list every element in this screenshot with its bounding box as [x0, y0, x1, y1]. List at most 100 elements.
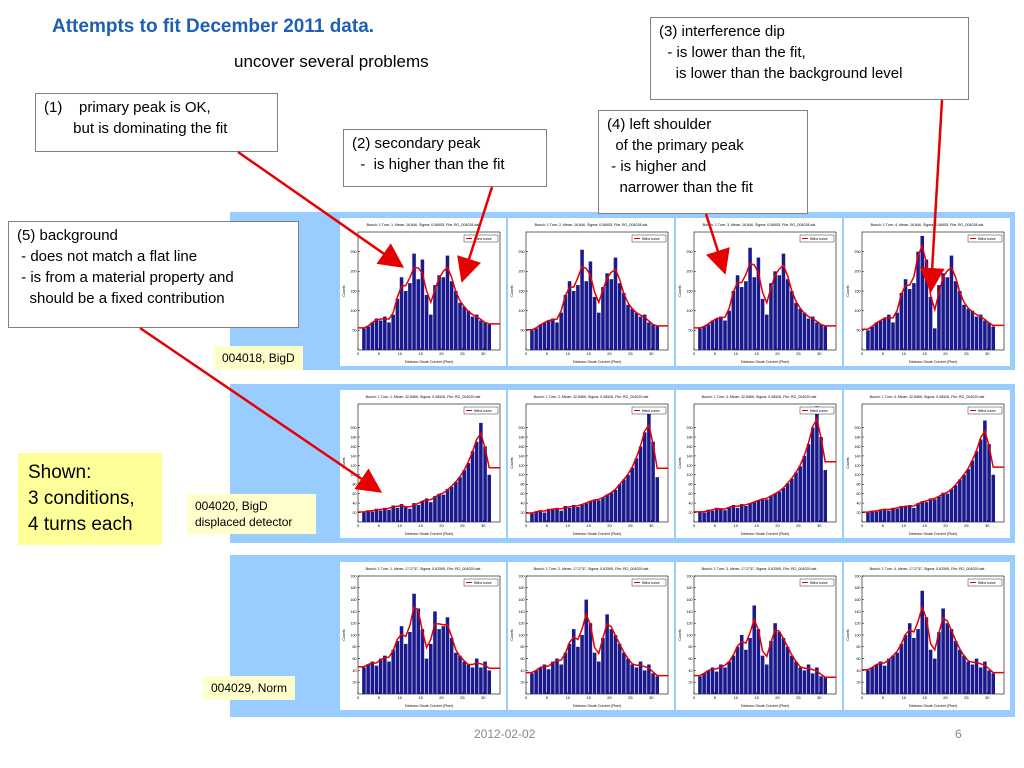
histogram-bar [383, 316, 387, 350]
histogram-bar [399, 277, 404, 350]
histogram-bar [588, 501, 593, 522]
fit-curve [862, 429, 1004, 513]
histogram-bar [727, 310, 731, 350]
plot-legend [631, 578, 667, 587]
y-tick-label: 100 [519, 309, 525, 313]
histogram-bar [752, 277, 757, 350]
histogram-bar [785, 279, 790, 350]
y-tick-label: 20 [353, 681, 357, 685]
histogram-bar [802, 312, 807, 350]
histogram-bar [756, 500, 761, 522]
y-tick-label: 80 [353, 483, 357, 487]
histogram-bar [378, 320, 383, 350]
histogram-bar [916, 629, 920, 694]
histogram-bar [466, 310, 471, 350]
histogram-bar [769, 283, 773, 350]
y-tick-label: 100 [351, 633, 357, 637]
histogram-bar [706, 670, 711, 694]
x-tick-label: 30 [817, 523, 822, 528]
histogram-plot: Bunch: 1 Turn: 4, Mean: 16.846, Sigma: 0… [844, 218, 1010, 366]
histogram-bar [798, 466, 802, 522]
histogram-bar [441, 626, 446, 694]
histogram-bar [735, 646, 740, 694]
histogram-bar [785, 483, 790, 522]
histogram-bar [605, 494, 609, 522]
histogram-bar [551, 509, 555, 522]
histogram-bar [823, 326, 828, 350]
y-tick-label: 120 [855, 464, 861, 468]
histogram-plot: Bunch: 1 Turn: 3, Mean: 17.2737, Sigma: … [676, 562, 842, 710]
histogram-bar [941, 273, 945, 350]
histogram-bar [819, 437, 823, 522]
histogram-bar [563, 294, 568, 350]
histogram-bar [739, 635, 744, 694]
histogram-bar [403, 506, 408, 522]
histogram-bar [437, 629, 441, 694]
histogram-bar [810, 316, 815, 350]
histogram-bar [878, 509, 883, 522]
histogram-bar [781, 637, 786, 694]
histogram-bar [366, 510, 370, 522]
histogram-bar [555, 322, 559, 350]
x-tick-label: 5 [882, 523, 885, 528]
histogram-bar [752, 605, 757, 694]
histogram-bar [991, 474, 996, 522]
histogram-bar [907, 505, 912, 522]
x-axis-label: Detector Diode Current (Pixel) [573, 360, 621, 364]
legend-label: fitted curve [642, 409, 660, 413]
x-tick-label: 15 [418, 695, 423, 700]
histogram-bar [933, 658, 937, 694]
histogram-bar [790, 291, 794, 350]
histogram-bar [458, 477, 462, 522]
histogram-bar [642, 670, 647, 694]
x-tick-label: 5 [546, 351, 549, 356]
y-tick-label: 140 [351, 610, 357, 614]
x-tick-label: 25 [460, 523, 465, 528]
y-tick-label: 120 [855, 622, 861, 626]
histogram-bar [626, 304, 630, 350]
x-tick-label: 30 [649, 351, 654, 356]
y-tick-label: 60 [353, 492, 357, 496]
y-tick-label: 200 [519, 426, 525, 430]
histogram-bar [470, 667, 475, 694]
x-tick-label: 30 [649, 523, 654, 528]
histogram-bar [790, 655, 794, 694]
y-tick-label: 140 [687, 610, 693, 614]
x-tick-label: 15 [754, 695, 759, 700]
histogram-bar [441, 494, 446, 522]
legend-label: fitted curve [810, 409, 828, 413]
histogram-bar [895, 508, 899, 522]
histogram-bar [403, 291, 408, 350]
histogram-bar [555, 658, 559, 694]
x-tick-label: 0 [357, 351, 360, 356]
histogram-bar [634, 667, 639, 694]
histogram-bar [794, 302, 798, 350]
plot-legend [631, 406, 667, 415]
y-axis-label: Counts [510, 629, 514, 641]
x-tick-label: 15 [922, 351, 927, 356]
histogram-bar [391, 505, 395, 522]
plot-legend [799, 234, 835, 243]
y-axis-label: Counts [846, 285, 850, 297]
histogram-bar [580, 249, 584, 350]
plot-legend [799, 578, 835, 587]
histogram-bar [941, 608, 945, 694]
y-tick-label: 200 [351, 270, 357, 274]
histogram-bar [974, 316, 979, 350]
histogram-bar [907, 623, 912, 694]
x-tick-label: 15 [418, 523, 423, 528]
y-axis-label: Counts [678, 285, 682, 297]
histogram-bar [878, 661, 883, 694]
histogram-bar [597, 312, 601, 350]
callout-interference-dip: (3) interference dip - is lower than the… [650, 17, 969, 100]
histogram-bar [416, 608, 421, 694]
histogram-bar [806, 444, 811, 522]
histogram-bar [953, 281, 958, 350]
x-tick-label: 5 [546, 523, 549, 528]
histogram-bar [412, 253, 416, 350]
histogram-bar [534, 511, 538, 522]
y-tick-label: 200 [855, 270, 861, 274]
x-tick-label: 25 [964, 351, 969, 356]
y-axis-label: Counts [342, 629, 346, 641]
histogram-bar [538, 667, 543, 694]
